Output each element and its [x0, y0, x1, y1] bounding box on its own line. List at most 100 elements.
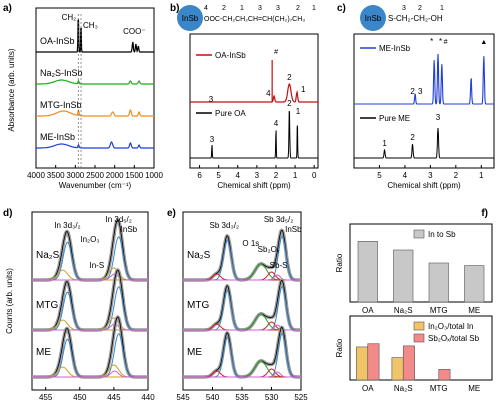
panel-c-frame — [353, 33, 495, 169]
panel-c-tick-label: 2 — [454, 171, 459, 180]
panel-f2-category-label: MTG — [430, 384, 448, 393]
panel-b-frame — [189, 33, 319, 169]
panel-d-annotation-3d32: In 3d₃/₂ — [54, 221, 80, 230]
panel-d-component — [32, 338, 148, 378]
panel-c-annotation-hash: # — [444, 39, 448, 46]
panel-d-sample-label-2: ME — [36, 347, 51, 358]
panel-f1-bar — [393, 249, 414, 303]
panel-f-label: f) — [481, 208, 488, 219]
panel-e-sample-label-2: ME — [187, 347, 202, 358]
panel-d-tick-label: 445 — [107, 393, 121, 401]
panel-b-badge-text: InSb — [182, 14, 199, 23]
panel-e-label: e) — [167, 208, 176, 219]
panel-b-tick-label: 0 — [312, 171, 317, 180]
panel-e-annotation-3d52: Sb 3d₅/₂ — [264, 215, 293, 224]
panel-f2-legend-swatch — [413, 321, 425, 331]
panel-c-tick-label: 1 — [479, 171, 484, 180]
panel-a-series-label-1: Na₂S-InSb — [40, 68, 83, 78]
panel-f1-category-label: OA — [362, 306, 374, 315]
panel-a-tick-label: 1500 — [125, 171, 143, 180]
panel-f2-legend-swatch — [413, 333, 425, 343]
panel-b-formula: OOC-CH₂CH₂CH=CH(CH₂)₇CH₃ — [204, 16, 305, 23]
panel-e-annotation-insb: InSb — [285, 225, 302, 234]
panel-c-tick-label: 3 — [428, 171, 433, 180]
panel-b-tick-label: 4 — [236, 171, 241, 180]
panel-a-series-label-0: OA-InSb — [40, 36, 75, 46]
panel-a-tick-label: 3500 — [47, 171, 65, 180]
panel-b-formula-number: 4 — [204, 5, 208, 12]
panel-b-annotation-2b: 2 — [287, 99, 292, 108]
panel-f2-legend-text: In₂O₃/total In — [428, 322, 474, 331]
panel-e-tick-label: 535 — [235, 393, 249, 401]
panel-b-badge — [177, 5, 203, 31]
panel-d-ylabel: Counts (arb. units) — [5, 268, 14, 334]
panel-c-formula-number: 1 — [440, 5, 444, 12]
panel-c-formula: S-CH₂-CH₂-OH — [388, 14, 443, 23]
panel-b-formula-number: 1 — [312, 5, 316, 12]
panel-b-formula-number: 3 — [276, 5, 280, 12]
panel-a-series-3 — [36, 141, 154, 149]
panel-c-label: c) — [337, 3, 346, 14]
panel-a-xlabel: Wavenumber (cm⁻¹) — [59, 181, 132, 190]
panel-a-tick-label: 1000 — [145, 171, 163, 180]
panel-a-label: a) — [3, 3, 12, 14]
panel-c-formula-number: 2 — [418, 5, 422, 12]
panel-e-component — [183, 371, 301, 378]
panel-e-tick-label: 525 — [294, 393, 308, 401]
panel-d-label: d) — [3, 208, 12, 219]
panel-f1-bar — [428, 262, 449, 303]
panel-c-tick-label: 5 — [377, 171, 382, 180]
panel-b-formula-number: 2 — [222, 5, 226, 12]
panel-c-annotation-triangle: ▲ — [480, 39, 487, 46]
panel-f2-bar — [356, 346, 369, 381]
panel-c-badge — [360, 5, 386, 31]
panel-a-series-0 — [36, 19, 154, 53]
panel-d-component — [32, 370, 148, 378]
panel-f2-category-label: ME — [468, 384, 480, 393]
panel-f1-legend-swatch — [413, 229, 425, 239]
panel-b-formula-number: 1 — [240, 5, 244, 12]
panel-b-tick-label: 1 — [293, 171, 298, 180]
panel-a-tick-label: 2500 — [86, 171, 104, 180]
panel-b-label: b) — [170, 3, 179, 14]
panel-b-legend-text-0: OA-InSb — [215, 51, 246, 60]
panel-d-component — [32, 323, 148, 331]
panel-c-annotation-3b: 3 — [436, 113, 441, 122]
panel-f2-bar — [438, 369, 451, 381]
panel-a-annotation-ch3: CH₃ — [83, 21, 98, 30]
panel-c-annotation-star1: * — [430, 37, 433, 46]
panel-d-annotation-insb: InSb — [121, 225, 138, 234]
panel-b-annotation-1b: 1 — [296, 107, 301, 116]
panel-f2-category-label: OA — [362, 384, 374, 393]
panel-e-component — [183, 360, 301, 378]
panel-c-badge-text: InSb — [365, 14, 382, 23]
panel-b-tick-label: 2 — [274, 171, 279, 180]
panel-f1-legend-text: In to Sb — [428, 230, 456, 239]
panel-c-series-1 — [354, 127, 494, 159]
panel-b-annotation-3a: 3 — [209, 95, 214, 104]
panel-a-tick-label: 3000 — [66, 171, 84, 180]
panel-c-formula-number: 3 — [402, 5, 406, 12]
panel-c-legend-text-1: Pure ME — [379, 114, 410, 123]
panel-a-series-2 — [36, 108, 154, 117]
panel-b-annotation-2a: 2 — [287, 73, 292, 82]
panel-b-annotation-hash: # — [274, 49, 278, 56]
panel-f1-category-label: ME — [468, 306, 480, 315]
panel-a-series-label-2: MTG-InSb — [40, 100, 82, 110]
panel-d-annotation-3d52: In 3d₅/₂ — [105, 215, 131, 224]
panel-f1-bar — [357, 241, 378, 303]
panel-f2-category-label: Na₂S — [394, 384, 413, 393]
panel-e-annotation-o1s: O 1s — [242, 239, 259, 248]
panel-b-formula-number: 2 — [296, 5, 300, 12]
panel-d-annotation-in2o3: In₂O₃ — [80, 235, 99, 244]
panel-c-annotation-2b: 2 — [410, 133, 415, 142]
panel-f1-category-label: MTG — [430, 306, 448, 315]
panel-d-sample-label-1: MTG — [36, 300, 58, 311]
panel-f2-ylabel: Ratio — [335, 338, 344, 357]
panel-f1-ylabel: Ratio — [335, 253, 344, 272]
panel-f2-frame — [349, 315, 493, 381]
panel-b-formula-number: 3 — [258, 5, 262, 12]
panel-b-legend-text-1: Pure OA — [215, 109, 246, 118]
panel-c-legend-text-0: ME-InSb — [379, 44, 411, 53]
